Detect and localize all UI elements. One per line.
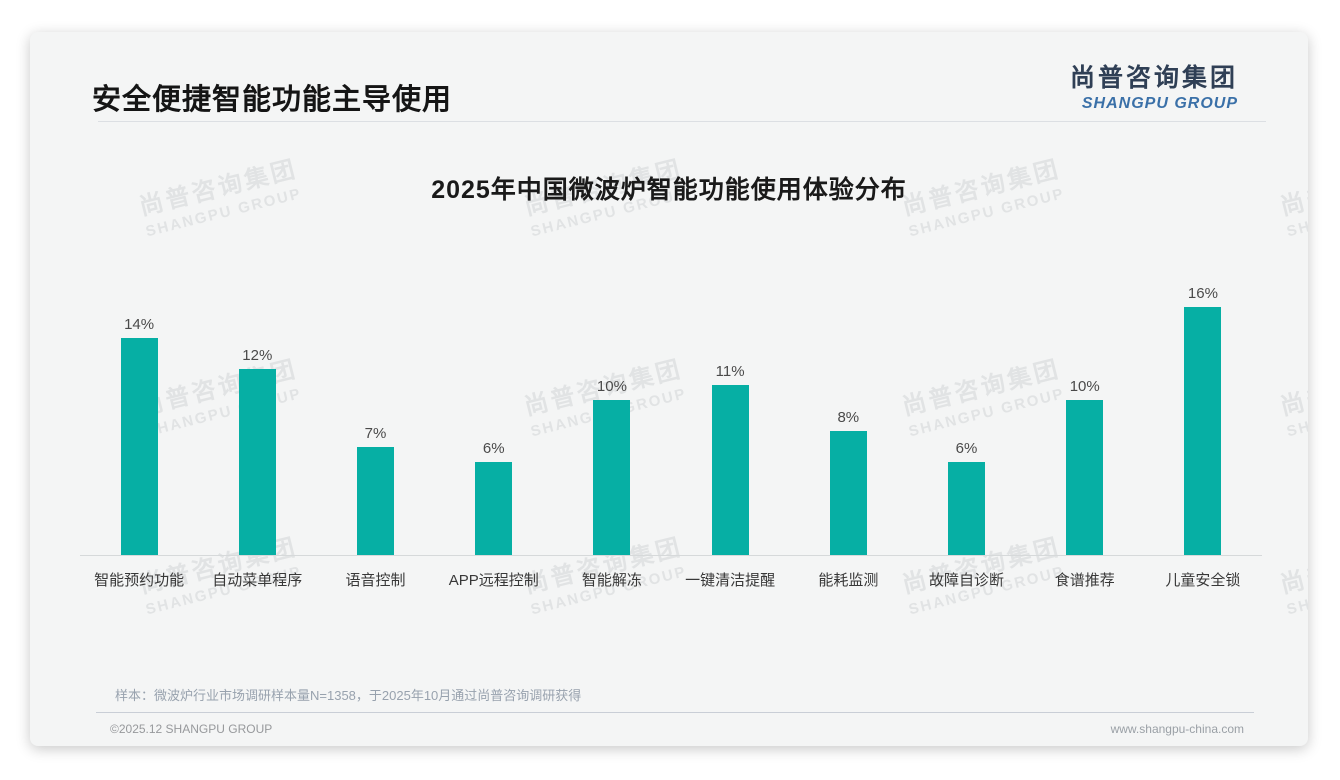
x-axis-label: 一键清洁提醒 <box>685 572 776 589</box>
x-axis-labels: 智能预约功能 自动菜单程序 语音控制 APP远程控制 智能解冻 一键清洁提醒 能耗监测 故障自… <box>80 556 1262 590</box>
bar <box>475 462 513 555</box>
bar-value-label: 10% <box>1069 378 1100 395</box>
page-title: 安全便捷智能功能主导使用 <box>92 84 453 116</box>
bar-value-label: 8% <box>837 409 860 426</box>
header-divider <box>98 121 1266 122</box>
bar <box>593 400 631 555</box>
watermark-english-text: SHANGPU GROUP <box>1284 563 1308 619</box>
bar-value-label: 6% <box>955 440 978 457</box>
bar-slot: 10% <box>553 255 671 555</box>
bar-slot: 10% <box>1026 255 1144 555</box>
bar-slot: 6% <box>435 255 553 555</box>
bar <box>1066 400 1104 555</box>
watermark-english-text: SHANGPU GROUP <box>1284 385 1308 441</box>
bar <box>1184 307 1222 555</box>
bar-slot: 12% <box>198 255 316 555</box>
x-axis-label: 儿童安全锁 <box>1165 572 1241 589</box>
x-axis-label: 智能预约功能 <box>94 572 185 589</box>
bar <box>948 462 986 555</box>
bar-slot: 14% <box>80 255 198 555</box>
bar <box>711 384 749 555</box>
bar-value-label: 10% <box>596 378 627 395</box>
bar-value-label: 6% <box>482 440 505 457</box>
bar-slot: 7% <box>316 255 434 555</box>
x-axis-line <box>80 555 1262 556</box>
bar <box>120 338 158 555</box>
x-axis-label: 智能解冻 <box>581 572 642 589</box>
chart-title: 2025年中国微波炉智能功能使用体验分布 <box>431 176 907 204</box>
footer-bar: ©2025.12 SHANGPU GROUP www.shangpu-china… <box>110 722 1244 736</box>
bar-slot: 6% <box>907 255 1025 555</box>
bar-slot: 16% <box>1144 255 1262 555</box>
x-axis-label: 自动菜单程序 <box>212 572 303 589</box>
logo-chinese-text: 尚普咨询集团 <box>1069 64 1238 92</box>
x-axis-label: 故障自诊断 <box>929 572 1005 589</box>
x-axis-label: 语音控制 <box>345 572 406 589</box>
bar <box>238 369 276 555</box>
footer-divider <box>96 712 1254 713</box>
x-axis-label: APP远程控制 <box>448 572 539 589</box>
watermark-chinese-text: 尚普咨询集团 <box>1277 533 1308 599</box>
bar-value-label: 14% <box>124 316 155 333</box>
sample-note: 样本：微波炉行业市场调研样本量N=1358，于2025年10月通过尚普咨询调研获… <box>115 688 582 703</box>
website-text: www.shangpu-china.com <box>1110 722 1244 736</box>
bar <box>829 431 867 555</box>
x-axis-label: 能耗监测 <box>818 572 879 589</box>
copyright-text: ©2025.12 SHANGPU GROUP <box>110 722 273 736</box>
bar-slot: 11% <box>671 255 789 555</box>
bar-value-label: 16% <box>1187 285 1218 302</box>
bar-chart-plot: 14% 12% 7% 6% 10% 11% 8% 6% 10% 16% <box>80 255 1262 555</box>
bar-slot: 8% <box>789 255 907 555</box>
bar-value-label: 11% <box>715 362 745 380</box>
bar-value-label: 12% <box>242 347 273 364</box>
company-logo: 尚普咨询集团 SHANGPU GROUP <box>1070 58 1238 113</box>
report-slide: 尚普咨询集团 SHANGPU GROUP 尚普咨询集团 SHANGPU GROUP 尚普… <box>30 32 1308 746</box>
bar-value-label: 7% <box>364 424 387 442</box>
bar <box>357 446 394 555</box>
x-axis-label: 食谱推荐 <box>1054 572 1115 589</box>
logo-english-text: SHANGPU GROUP <box>1081 95 1238 112</box>
watermark-chinese-text: 尚普咨询集团 <box>1277 355 1308 421</box>
